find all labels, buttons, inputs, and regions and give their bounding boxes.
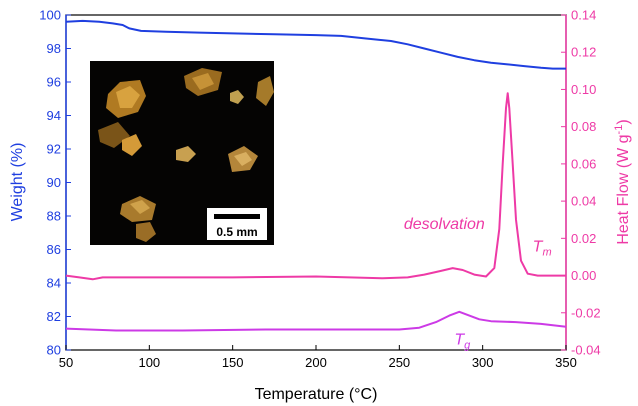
left-y-tick-label: 92 <box>47 142 61 157</box>
right-y-axis-title-main: Heat Flow (W g <box>615 134 632 244</box>
right-y-tick-label: 0.08 <box>571 119 596 134</box>
right-y-tick-label: 0.00 <box>571 268 596 283</box>
crystal-10 <box>136 222 156 242</box>
right-y-axis-title: Heat Flow (W g-1) <box>613 119 632 244</box>
crystal-7 <box>176 146 196 162</box>
right-y-axis-title-close: ) <box>615 119 632 124</box>
x-axis-title: Temperature (°C) <box>255 386 378 403</box>
left-y-tick-label: 80 <box>47 343 61 358</box>
crystal-2-highlight <box>192 73 214 90</box>
left-y-tick-label: 96 <box>47 75 61 90</box>
annotation-tg: Tg <box>454 331 471 351</box>
left-y-tick-label: 86 <box>47 242 61 257</box>
left-y-tick-label: 100 <box>39 8 61 23</box>
left-y-tick-label: 98 <box>47 41 61 56</box>
crystal-9-highlight <box>130 200 150 214</box>
right-y-tick-label: 0.04 <box>571 194 596 209</box>
x-tick-label: 250 <box>388 355 410 370</box>
right-y-tick-label: 0.12 <box>571 45 596 60</box>
x-tick-label: 350 <box>555 355 577 370</box>
left-y-tick-label: 82 <box>47 309 61 324</box>
heat-flow-curve <box>65 92 566 281</box>
right-y-tick-label: 0.02 <box>571 231 596 246</box>
x-tick-label: 150 <box>222 355 244 370</box>
x-tick-label: 200 <box>305 355 327 370</box>
right-y-axis-title-exponent: -1 <box>613 125 625 135</box>
x-tick-label: 300 <box>472 355 494 370</box>
annotation-tm: Tm <box>533 238 552 258</box>
right-y-tick-label: 0.10 <box>571 82 596 97</box>
inset-micrograph: 0.5 mm <box>90 61 274 245</box>
scale-bar-label: 0.5 mm <box>216 225 257 239</box>
left-y-tick-label: 88 <box>47 209 61 224</box>
second-scan-curve <box>65 310 567 332</box>
x-tick-label: 50 <box>59 355 73 370</box>
crystal-8-highlight <box>234 152 252 166</box>
right-y-tick-label: 0.06 <box>571 156 596 171</box>
right-y-tick-label: 0.14 <box>571 8 596 23</box>
right-y-tick-label: -0.02 <box>571 305 601 320</box>
x-tick-label: 100 <box>138 355 160 370</box>
left-y-tick-label: 84 <box>47 276 61 291</box>
left-y-tick-label: 90 <box>47 175 61 190</box>
weight-curve <box>65 19 566 70</box>
left-y-tick-label: 94 <box>47 108 61 123</box>
annotation-desolvation: desolvation <box>404 216 485 233</box>
right-y-tick-label: -0.04 <box>571 343 601 358</box>
crystal-1-highlight <box>116 86 140 108</box>
left-y-axis-title: Weight (%) <box>9 143 26 222</box>
crystal-3 <box>230 90 244 104</box>
scale-bar-box <box>207 208 267 240</box>
scale-bar <box>214 214 260 219</box>
crystal-6 <box>122 134 142 156</box>
crystal-4 <box>256 76 274 106</box>
